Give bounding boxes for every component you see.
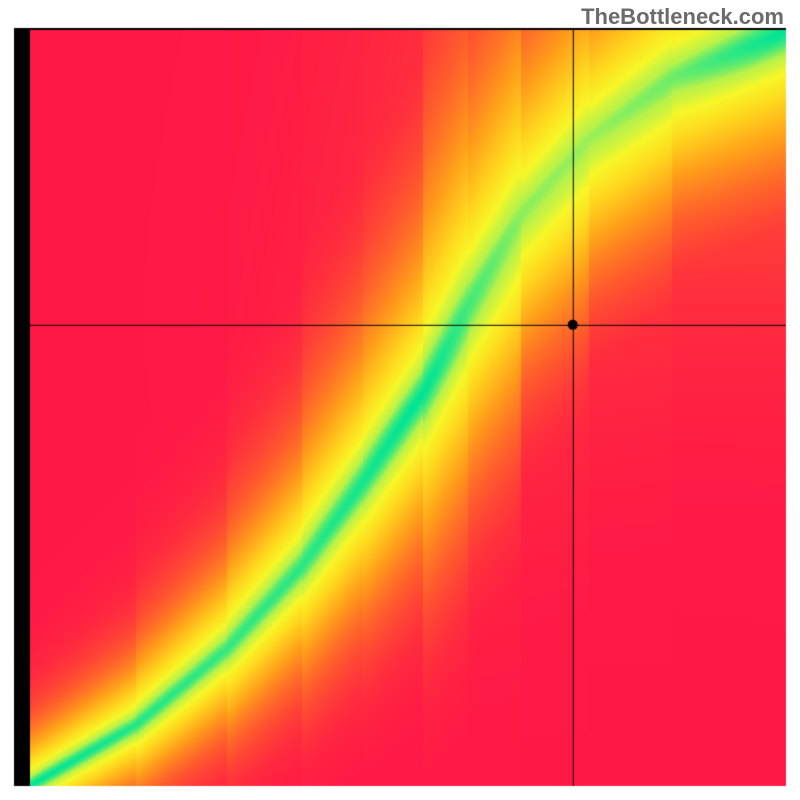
heatmap-canvas bbox=[0, 0, 800, 800]
chart-container: TheBottleneck.com bbox=[0, 0, 800, 800]
watermark-text: TheBottleneck.com bbox=[581, 4, 784, 30]
